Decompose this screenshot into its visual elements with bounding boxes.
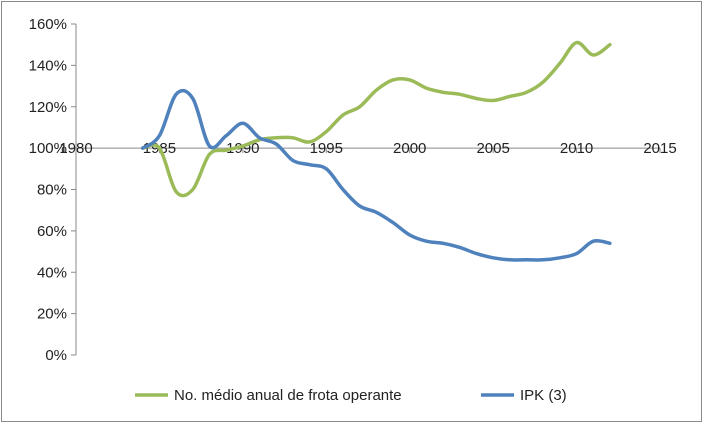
y-tick-label: 100% — [29, 140, 67, 157]
y-tick-label: 60% — [37, 223, 67, 240]
x-tick-label: 2005 — [476, 140, 509, 157]
legend-label-ipk: IPK (3) — [520, 387, 567, 404]
y-tick-label: 80% — [37, 182, 67, 199]
y-tick-label: 160% — [29, 16, 67, 33]
x-tick-label: 2010 — [560, 140, 593, 157]
x-tick-label: 1995 — [310, 140, 343, 157]
series-lines — [140, 40, 612, 262]
x-tick-label: 2015 — [643, 140, 676, 157]
legend-label-frota: No. médio anual de frota operante — [174, 387, 402, 404]
legend: No. médio anual de frota operante IPK (3) — [135, 387, 567, 404]
x-tick-label: 1980 — [59, 140, 92, 157]
axes: 0%20%40%60%80%100%120%140%160%1980 1985 19… — [29, 16, 677, 364]
y-tick-label: 120% — [29, 99, 67, 116]
y-tick-label: 20% — [37, 306, 67, 323]
series-line-frota — [140, 40, 612, 198]
y-tick-label: 140% — [29, 57, 67, 74]
y-tick-label: 0% — [45, 347, 67, 364]
x-tick-label: 2000 — [393, 140, 426, 157]
series-line-ipk — [140, 88, 612, 262]
y-tick-label: 40% — [37, 264, 67, 281]
